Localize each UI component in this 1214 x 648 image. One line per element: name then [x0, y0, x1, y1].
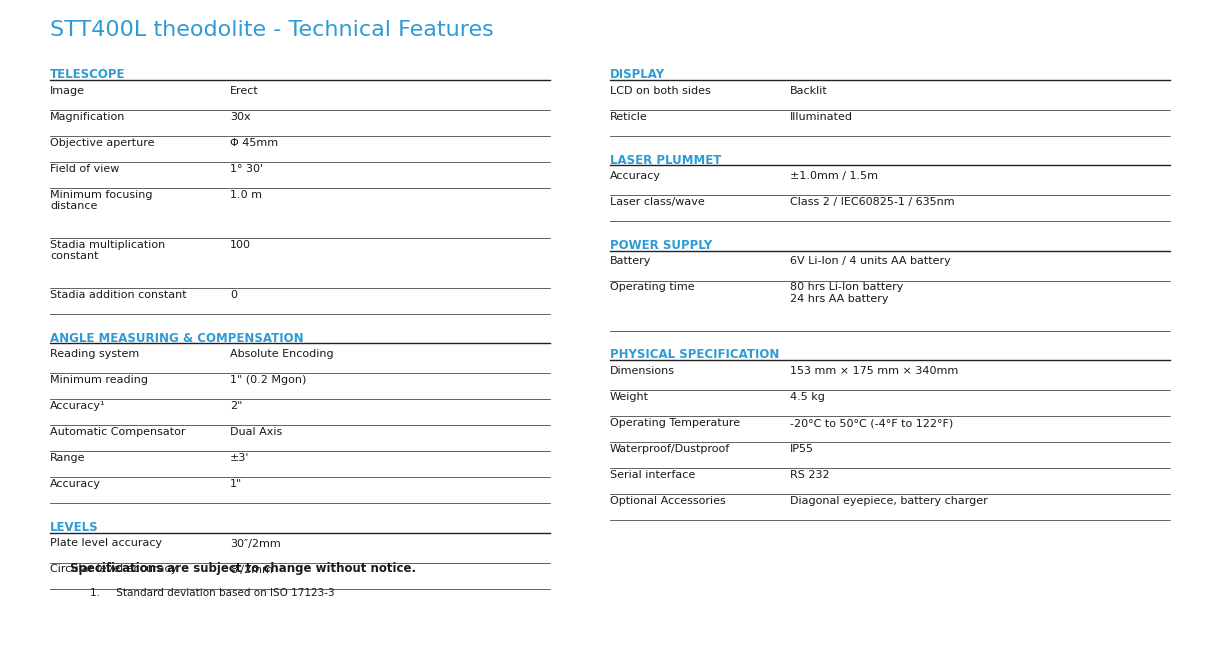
Text: Objective aperture: Objective aperture: [50, 137, 154, 148]
Text: Reticle: Reticle: [609, 111, 648, 122]
Text: Stadia addition constant: Stadia addition constant: [50, 290, 187, 299]
Text: Circular level accuracy: Circular level accuracy: [50, 564, 177, 575]
Text: Field of view: Field of view: [50, 163, 119, 174]
Text: LASER PLUMMET: LASER PLUMMET: [609, 154, 721, 167]
Text: Stadia multiplication
constant: Stadia multiplication constant: [50, 240, 165, 261]
Text: ANGLE MEASURING & COMPENSATION: ANGLE MEASURING & COMPENSATION: [50, 332, 304, 345]
Text: 1": 1": [229, 479, 243, 489]
Text: Erect: Erect: [229, 86, 259, 95]
Text: DISPLAY: DISPLAY: [609, 68, 665, 81]
Text: TELESCOPE: TELESCOPE: [50, 68, 125, 81]
Text: ±3': ±3': [229, 453, 250, 463]
Text: 1.0 m: 1.0 m: [229, 189, 262, 200]
Text: LCD on both sides: LCD on both sides: [609, 86, 710, 95]
Text: Accuracy¹: Accuracy¹: [50, 401, 106, 411]
Text: 4.5 kg: 4.5 kg: [790, 392, 824, 402]
Text: Minimum focusing
distance: Minimum focusing distance: [50, 189, 153, 211]
Text: Dual Axis: Dual Axis: [229, 427, 282, 437]
Text: Accuracy: Accuracy: [50, 479, 101, 489]
Text: -20°C to 50°C (-4°F to 122°F): -20°C to 50°C (-4°F to 122°F): [790, 418, 953, 428]
Text: Specifications are subject to change without notice.: Specifications are subject to change wit…: [70, 562, 416, 575]
Text: Φ 45mm: Φ 45mm: [229, 137, 278, 148]
Text: Absolute Encoding: Absolute Encoding: [229, 349, 334, 359]
Text: Plate level accuracy: Plate level accuracy: [50, 538, 163, 548]
Text: LEVELS: LEVELS: [50, 521, 98, 534]
Text: 1" (0.2 Mgon): 1" (0.2 Mgon): [229, 375, 306, 385]
Text: Operating Temperature: Operating Temperature: [609, 418, 741, 428]
Text: 100: 100: [229, 240, 251, 249]
Text: 1° 30': 1° 30': [229, 163, 263, 174]
Text: Backlit: Backlit: [790, 86, 828, 95]
Text: Magnification: Magnification: [50, 111, 125, 122]
Text: 8'/2mm: 8'/2mm: [229, 564, 273, 575]
Text: 6V Li-Ion / 4 units AA battery: 6V Li-Ion / 4 units AA battery: [790, 257, 951, 266]
Text: Accuracy: Accuracy: [609, 171, 660, 181]
Text: 30″/2mm: 30″/2mm: [229, 538, 280, 548]
Text: Weight: Weight: [609, 392, 649, 402]
Text: 1.     Standard deviation based on ISO 17123-3: 1. Standard deviation based on ISO 17123…: [90, 588, 335, 598]
Text: Operating time: Operating time: [609, 283, 694, 292]
Text: RS 232: RS 232: [790, 470, 829, 480]
Text: IP55: IP55: [790, 444, 815, 454]
Text: Reading system: Reading system: [50, 349, 140, 359]
Text: Illuminated: Illuminated: [790, 111, 853, 122]
Text: 80 hrs Li-Ion battery
24 hrs AA battery: 80 hrs Li-Ion battery 24 hrs AA battery: [790, 283, 903, 304]
Text: POWER SUPPLY: POWER SUPPLY: [609, 239, 713, 252]
Text: Class 2 / IEC60825-1 / 635nm: Class 2 / IEC60825-1 / 635nm: [790, 197, 954, 207]
Text: 153 mm × 175 mm × 340mm: 153 mm × 175 mm × 340mm: [790, 366, 958, 376]
Text: Image: Image: [50, 86, 85, 95]
Text: ±1.0mm / 1.5m: ±1.0mm / 1.5m: [790, 171, 878, 181]
Text: 2": 2": [229, 401, 243, 411]
Text: Waterproof/Dustproof: Waterproof/Dustproof: [609, 444, 731, 454]
Text: PHYSICAL SPECIFICATION: PHYSICAL SPECIFICATION: [609, 349, 779, 362]
Text: STT400L theodolite - Technical Features: STT400L theodolite - Technical Features: [50, 20, 494, 40]
Text: 30x: 30x: [229, 111, 250, 122]
Text: Diagonal eyepiece, battery charger: Diagonal eyepiece, battery charger: [790, 496, 988, 506]
Text: Minimum reading: Minimum reading: [50, 375, 148, 385]
Text: Serial interface: Serial interface: [609, 470, 696, 480]
Text: Optional Accessories: Optional Accessories: [609, 496, 726, 506]
Text: Laser class/wave: Laser class/wave: [609, 197, 705, 207]
Text: Range: Range: [50, 453, 85, 463]
Text: Automatic Compensator: Automatic Compensator: [50, 427, 186, 437]
Text: Dimensions: Dimensions: [609, 366, 675, 376]
Text: 0: 0: [229, 290, 237, 299]
Text: Battery: Battery: [609, 257, 652, 266]
